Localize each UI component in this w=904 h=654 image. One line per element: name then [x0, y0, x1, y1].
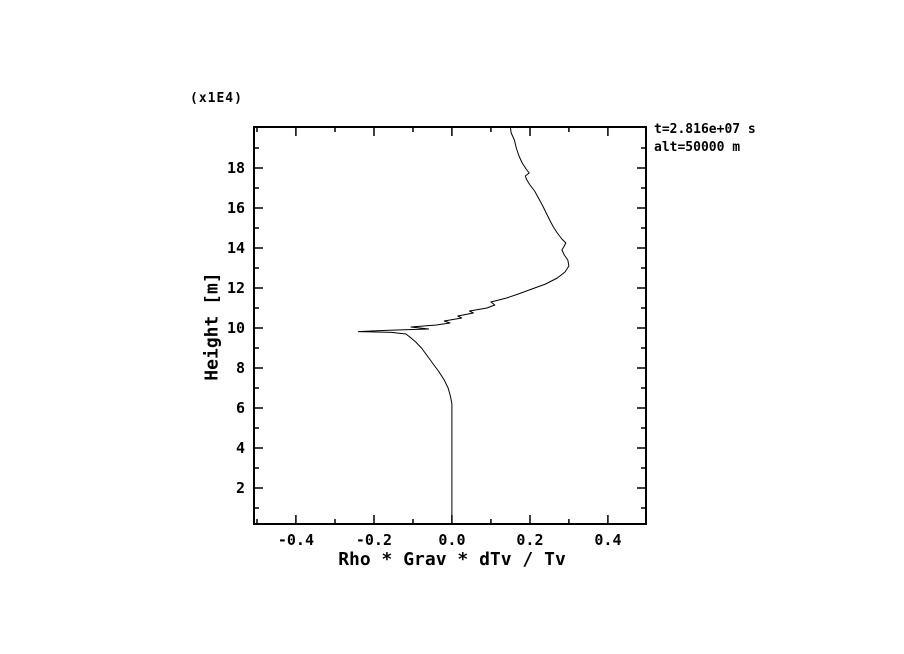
- x-tick-label: -0.2: [355, 531, 392, 549]
- y-axis-scale-note: (x1E4): [190, 91, 243, 106]
- y-tick-label: 8: [235, 359, 245, 377]
- data-curve: [255, 128, 645, 523]
- x-axis-label: Rho * Grav * dTv / Tv: [338, 549, 566, 570]
- annotation-altitude: alt=50000 m: [654, 140, 741, 155]
- x-tick-label: 0.0: [438, 531, 466, 549]
- y-tick-label: 2: [235, 479, 245, 497]
- x-tick-label: 0.2: [516, 531, 544, 549]
- y-tick-label: 6: [235, 399, 245, 417]
- y-tick-label: 18: [226, 159, 245, 177]
- annotation-time: t=2.816e+07 s: [654, 122, 756, 137]
- y-tick-label: 14: [226, 239, 245, 257]
- y-tick-label: 10: [226, 319, 245, 337]
- y-tick-label: 16: [226, 199, 245, 217]
- plot-area: [253, 126, 647, 525]
- x-tick-label: -0.4: [277, 531, 314, 549]
- x-tick-label: 0.4: [594, 531, 622, 549]
- y-tick-label: 12: [226, 279, 245, 297]
- y-tick-label: 4: [235, 439, 245, 457]
